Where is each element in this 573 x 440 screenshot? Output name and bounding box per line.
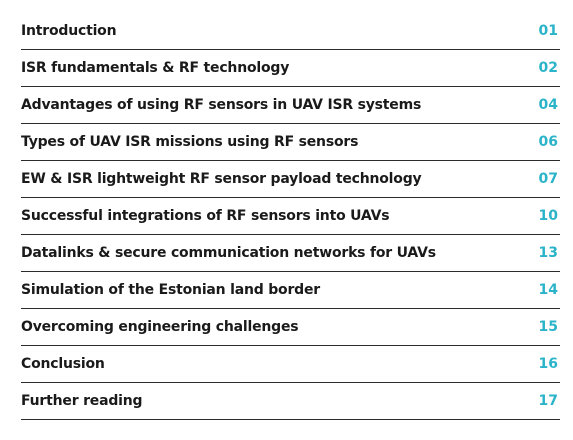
toc-entry-page-number: 06 [538, 134, 558, 150]
toc-entry[interactable]: Introduction 01 [21, 13, 560, 50]
toc-entry[interactable]: Overcoming engineering challenges 15 [21, 309, 560, 346]
toc-entry[interactable]: Conclusion 16 [21, 346, 560, 383]
toc-entry-page-number: 16 [538, 356, 558, 372]
toc-entry[interactable]: Successful integrations of RF sensors in… [21, 198, 560, 235]
toc-entry[interactable]: EW & ISR lightweight RF sensor payload t… [21, 161, 560, 198]
toc-entry-title: Conclusion [21, 356, 105, 372]
toc-entry-title: EW & ISR lightweight RF sensor payload t… [21, 171, 422, 187]
toc-entry-title: Types of UAV ISR missions using RF senso… [21, 134, 359, 150]
toc-entry-title: Datalinks & secure communication network… [21, 245, 436, 261]
toc-entry[interactable]: Datalinks & secure communication network… [21, 235, 560, 272]
toc-entry-title: Overcoming engineering challenges [21, 319, 299, 335]
toc-entry-page-number: 17 [538, 393, 558, 409]
toc-entry-page-number: 01 [538, 23, 558, 39]
toc-entry-page-number: 13 [538, 245, 558, 261]
toc-entry-title: Simulation of the Estonian land border [21, 282, 320, 298]
toc-entry-title: ISR fundamentals & RF technology [21, 60, 290, 76]
toc-entry-page-number: 15 [538, 319, 558, 335]
toc-entry-title: Further reading [21, 393, 143, 409]
toc-entry-title: Advantages of using RF sensors in UAV IS… [21, 97, 422, 113]
toc-entry-title: Successful integrations of RF sensors in… [21, 208, 390, 224]
toc-entry-page-number: 04 [538, 97, 558, 113]
toc-entry-page-number: 14 [538, 282, 558, 298]
toc-entry-page-number: 07 [538, 171, 558, 187]
toc-entry[interactable]: Advantages of using RF sensors in UAV IS… [21, 87, 560, 124]
table-of-contents: Introduction 01 ISR fundamentals & RF te… [21, 13, 560, 420]
toc-entry-page-number: 10 [538, 208, 558, 224]
toc-entry[interactable]: Further reading 17 [21, 383, 560, 420]
toc-entry[interactable]: Types of UAV ISR missions using RF senso… [21, 124, 560, 161]
toc-entry-title: Introduction [21, 23, 117, 39]
toc-entry[interactable]: ISR fundamentals & RF technology 02 [21, 50, 560, 87]
toc-entry-page-number: 02 [538, 60, 558, 76]
toc-entry[interactable]: Simulation of the Estonian land border 1… [21, 272, 560, 309]
